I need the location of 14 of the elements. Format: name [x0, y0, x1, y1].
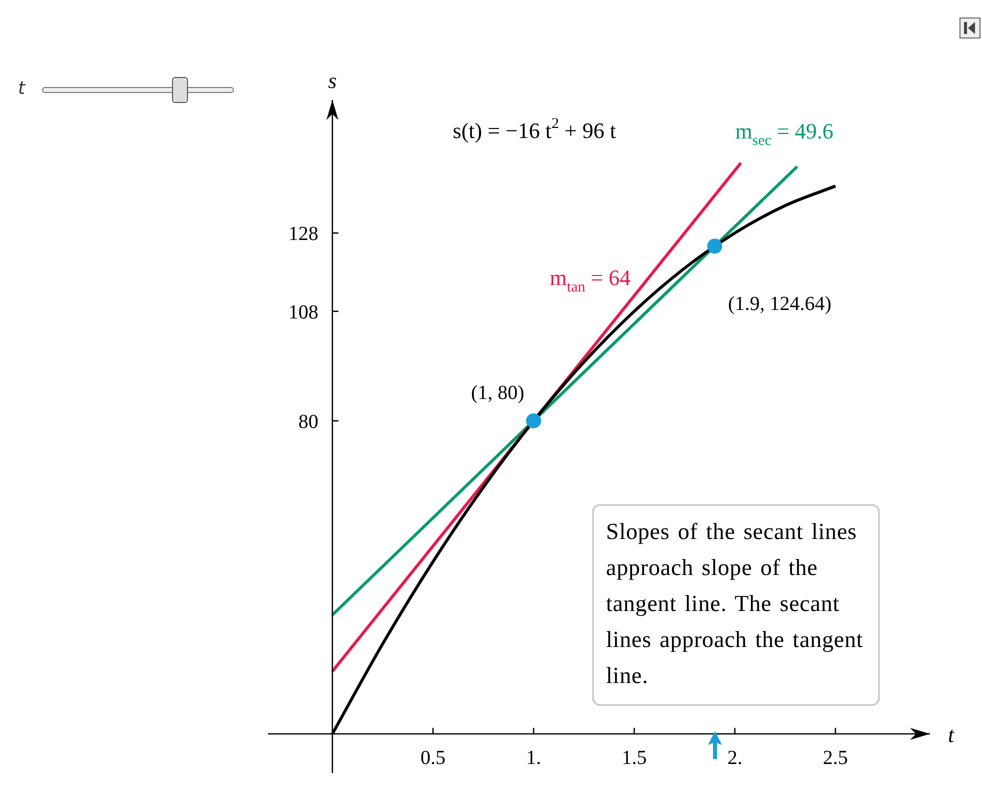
x-tick-label: 1. [526, 746, 542, 769]
x-axis-title: t [948, 722, 955, 747]
annotation: Slopes of the secant lines approach slope of the tangent line. The secant lines approach the tangent line. [592, 504, 880, 706]
x-tick-label: 2. [727, 746, 742, 769]
y-tick-label: 80 [298, 410, 318, 433]
x-tick-label: 2.5 [822, 746, 848, 769]
x-tick-label: 0.5 [420, 746, 446, 769]
annotation: (1.9, 124.64) [728, 293, 832, 316]
y-tick-label: 108 [288, 301, 318, 324]
x-tick-label: 1.5 [622, 746, 647, 769]
y-tick-label: 128 [288, 223, 318, 246]
annotation: (1, 80) [470, 382, 524, 404]
slider: t [14, 76, 236, 106]
y-axis-title: s [328, 68, 337, 93]
